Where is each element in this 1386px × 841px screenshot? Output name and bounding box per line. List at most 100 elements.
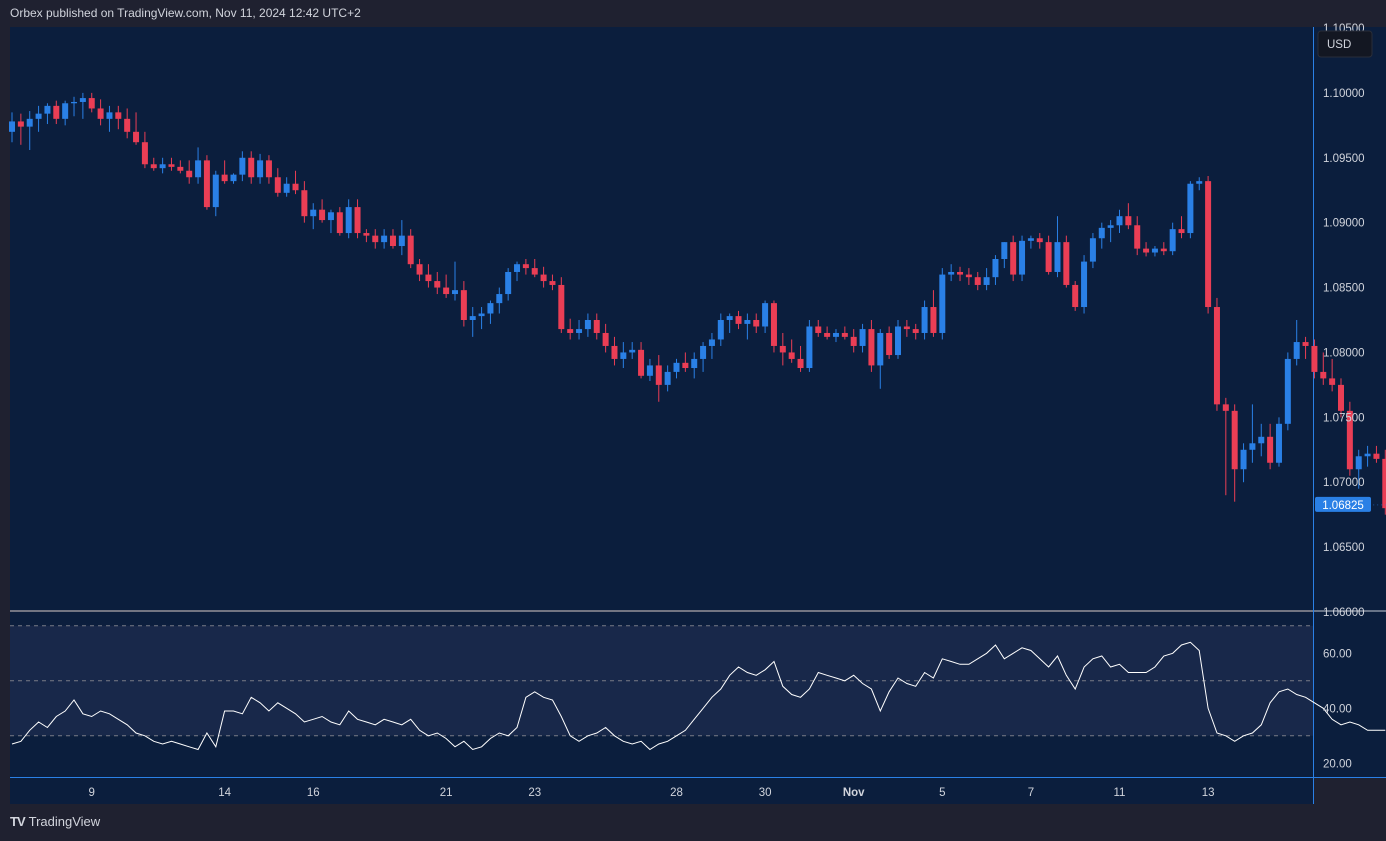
tradingview-logo-text: TradingView [28, 814, 101, 829]
price-tick-label: 1.06500 [1323, 542, 1365, 554]
candle-body [700, 345, 707, 359]
candle-body [983, 277, 990, 285]
last-price-badge: 1.06825 [1315, 496, 1371, 512]
rsi-tick-label: 20.00 [1323, 758, 1352, 770]
candle-body [576, 329, 583, 333]
candle-body [708, 339, 715, 346]
candle-body [682, 362, 689, 369]
candle-body [1178, 229, 1185, 234]
candle-body [1267, 436, 1274, 463]
time-tick-label: 14 [218, 787, 231, 799]
candle-body [912, 329, 919, 333]
candle-body [452, 290, 458, 295]
candle-body [762, 303, 769, 327]
candle-body [1329, 378, 1336, 385]
candle-body [1382, 458, 1386, 509]
candles-group [9, 92, 1386, 515]
candle-body [1346, 410, 1353, 470]
candle-body [9, 121, 15, 132]
candle-body [478, 313, 485, 317]
candle-body [363, 233, 370, 236]
candle-body [646, 365, 653, 376]
candle-body [1222, 404, 1229, 411]
candle-body [886, 332, 893, 356]
candle-body [301, 190, 308, 217]
candle-body [274, 177, 281, 193]
currency-button[interactable]: USD [1317, 30, 1373, 58]
candle-body [1320, 371, 1327, 379]
candle-body [1045, 242, 1052, 272]
candle-body [230, 174, 237, 182]
candle-body [177, 166, 184, 171]
candle-body [336, 212, 343, 234]
time-tick-label: 7 [1028, 787, 1034, 799]
currency-button-box[interactable] [1317, 30, 1373, 58]
candle-body [283, 183, 290, 193]
candle-body [514, 264, 521, 272]
candle-body [239, 157, 246, 175]
candle-body [1019, 240, 1026, 275]
price-axis-ticks: 1.105001.100001.095001.090001.085001.080… [1323, 23, 1365, 619]
price-tick-label: 1.08000 [1323, 347, 1365, 359]
rsi-tick-label: 40.00 [1323, 703, 1352, 715]
candle-body [1010, 242, 1017, 275]
price-tick-label: 1.09000 [1323, 218, 1365, 230]
candle-body [655, 365, 662, 385]
candle-body [1284, 358, 1291, 424]
candle-body [903, 326, 910, 330]
time-tick-label: 23 [528, 787, 541, 799]
rsi-line [11, 641, 1386, 751]
candle-body [79, 98, 86, 102]
candle-body [797, 358, 804, 369]
candle-body [1063, 242, 1070, 285]
candle-body [398, 235, 405, 247]
rsi-levels-group [10, 625, 1313, 737]
time-tick-label: 11 [1114, 787, 1126, 799]
candle-body [1364, 453, 1371, 457]
candle-body [62, 103, 69, 119]
candle-body [841, 332, 848, 337]
published-caption: Orbex published on TradingView.com, Nov … [10, 6, 361, 20]
candle-body [717, 320, 724, 340]
candle-body [1311, 345, 1318, 372]
candle-body [1160, 248, 1167, 252]
candle-body [460, 290, 467, 320]
currency-button-label[interactable]: USD [1327, 39, 1351, 51]
candle-body [1275, 423, 1282, 463]
candle-body [115, 112, 122, 119]
candle-body [1134, 225, 1141, 249]
price-tick-label: 1.09500 [1323, 153, 1365, 165]
candle-body [487, 303, 494, 314]
candle-body [1089, 238, 1096, 262]
candle-body [602, 332, 609, 346]
candle-body [17, 121, 24, 127]
candle-body [939, 274, 946, 333]
candle-body [629, 349, 636, 353]
candle-body [1293, 342, 1300, 359]
candle-body [97, 108, 104, 119]
candle-body [522, 264, 529, 269]
candle-body [168, 164, 175, 167]
candle-body [195, 160, 202, 178]
candle-body [71, 101, 78, 104]
candle-body [327, 212, 334, 221]
candle-body [1027, 238, 1034, 241]
candle-body [345, 207, 352, 234]
last-price-badge-box [1315, 496, 1371, 512]
candle-body [186, 170, 193, 178]
candle-body [540, 274, 547, 282]
candle-body [726, 316, 733, 320]
candle-body [691, 358, 698, 369]
candle-body [1231, 410, 1238, 470]
candle-body [948, 271, 955, 275]
candle-body [1036, 238, 1043, 243]
candle-body [1107, 225, 1114, 228]
candle-body [1355, 456, 1362, 470]
candle-body [788, 352, 795, 359]
candle-body [584, 320, 591, 330]
candle-body [877, 332, 884, 366]
candle-body [141, 142, 148, 165]
tradingview-logo[interactable]: TV TradingView [10, 814, 100, 829]
candle-body [1169, 229, 1176, 252]
